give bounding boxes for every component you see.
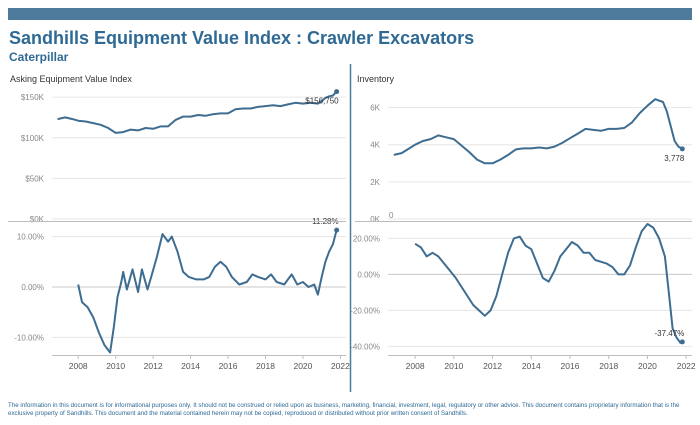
y-tick-label: 2K — [370, 178, 380, 187]
y-tick-label: -40.00% — [350, 342, 380, 351]
x-tick-label: 2012 — [483, 361, 502, 371]
y-tick-label: -20.00% — [350, 306, 380, 315]
end-point-marker — [679, 146, 685, 152]
end-value-label: -37.47% — [655, 329, 685, 338]
x-tick-label: 2008 — [406, 361, 425, 371]
page-subtitle: Caterpillar — [9, 50, 69, 64]
x-tick-label: 2020 — [293, 361, 312, 371]
y-tick-label: 10.00% — [17, 233, 44, 242]
y-tick-label: 6K — [370, 104, 380, 113]
page-title: Sandhills Equipment Value Index : Crawle… — [9, 28, 475, 48]
asking-value-yoy-chart: -10.00%0.00%10.00%11.28% — [14, 217, 346, 354]
series-line — [57, 90, 338, 134]
end-point-marker — [334, 227, 340, 233]
x-tick-label: 2018 — [256, 361, 275, 371]
asking-value-chart: $0K $50K $100K $150K $156,750 — [21, 89, 346, 224]
series-line — [77, 229, 338, 354]
end-value-label: 3,778 — [664, 154, 685, 163]
end-point-marker — [679, 339, 685, 345]
y-tick-label: -10.00% — [14, 333, 44, 342]
x-tick-label: 2016 — [561, 361, 580, 371]
x-tick-label: 2018 — [599, 361, 618, 371]
x-tick-label: 2022 — [677, 361, 696, 371]
end-point-marker — [334, 89, 340, 95]
inventory-yoy-chart: -40.00% -20.00% 0.00% 20.00% -37.47% — [350, 223, 692, 351]
y-tick-label: 0.00% — [21, 283, 44, 292]
corner-zero-label: 0 — [389, 211, 394, 220]
end-value-label: $156,750 — [305, 97, 339, 106]
x-tick-label: 2010 — [444, 361, 463, 371]
x-tick-label: 2022 — [331, 361, 350, 371]
top-banner — [8, 8, 692, 20]
y-tick-label: 4K — [370, 141, 380, 150]
disclaimer-footer: The information in this document is for … — [8, 402, 680, 417]
x-axis-left: 2008 2010 2012 2014 2016 2018 2020 2022 — [52, 355, 350, 371]
x-tick-label: 2014 — [181, 361, 200, 371]
x-tick-label: 2014 — [522, 361, 541, 371]
inventory-panel-title: Inventory — [357, 74, 395, 84]
y-tick-label: 0K — [370, 215, 380, 224]
x-tick-label: 2016 — [219, 361, 238, 371]
y-tick-label: $100K — [21, 134, 45, 143]
series-line — [414, 223, 683, 344]
y-tick-label: 20.00% — [353, 234, 380, 243]
y-tick-label: 0.00% — [357, 270, 380, 279]
y-tick-label: $50K — [25, 174, 44, 183]
y-tick-label: $0K — [30, 215, 45, 224]
series-line — [393, 98, 683, 165]
x-tick-label: 2008 — [69, 361, 88, 371]
x-tick-label: 2020 — [638, 361, 657, 371]
x-tick-label: 2012 — [144, 361, 163, 371]
asking-value-panel-title: Asking Equipment Value Index — [10, 74, 132, 84]
x-tick-label: 2010 — [106, 361, 125, 371]
x-axis-right: 2008 2010 2012 2014 2016 2018 2020 2022 — [388, 355, 696, 371]
inventory-chart: 0K 2K 4K 6K 3,778 0 — [370, 98, 692, 224]
y-tick-label: $150K — [21, 93, 45, 102]
